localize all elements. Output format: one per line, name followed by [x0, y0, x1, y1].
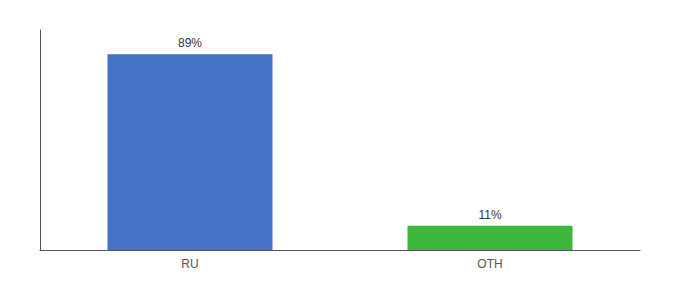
svg-text:RU: RU [181, 257, 198, 271]
svg-text:11%: 11% [478, 208, 501, 222]
svg-text:89%: 89% [178, 36, 202, 50]
svg-text:OTH: OTH [477, 257, 502, 271]
